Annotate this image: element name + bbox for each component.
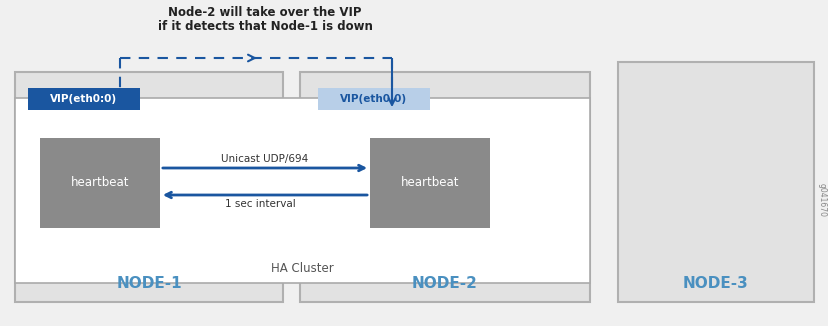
Text: VIP(eth0:0): VIP(eth0:0) xyxy=(51,94,118,104)
Text: Node-2 will take over the VIP: Node-2 will take over the VIP xyxy=(168,6,361,19)
Bar xyxy=(300,72,590,302)
Text: NODE-2: NODE-2 xyxy=(412,276,478,291)
Text: heartbeat: heartbeat xyxy=(400,176,459,189)
Bar xyxy=(617,62,813,302)
Text: heartbeat: heartbeat xyxy=(70,176,129,189)
Bar xyxy=(318,88,430,110)
Bar xyxy=(15,98,590,283)
Text: NODE-1: NODE-1 xyxy=(116,276,181,291)
Bar xyxy=(369,138,489,228)
Bar xyxy=(15,72,282,302)
Text: NODE-3: NODE-3 xyxy=(682,276,748,291)
Text: if it detects that Node-1 is down: if it detects that Node-1 is down xyxy=(157,20,372,33)
Text: VIP(eth0:0): VIP(eth0:0) xyxy=(340,94,407,104)
Bar xyxy=(40,138,160,228)
Text: 1 sec interval: 1 sec interval xyxy=(224,199,295,209)
Text: Unicast UDP/694: Unicast UDP/694 xyxy=(221,154,308,164)
Text: g041670: g041670 xyxy=(816,183,826,217)
Bar xyxy=(28,88,140,110)
Text: HA Cluster: HA Cluster xyxy=(271,262,334,275)
